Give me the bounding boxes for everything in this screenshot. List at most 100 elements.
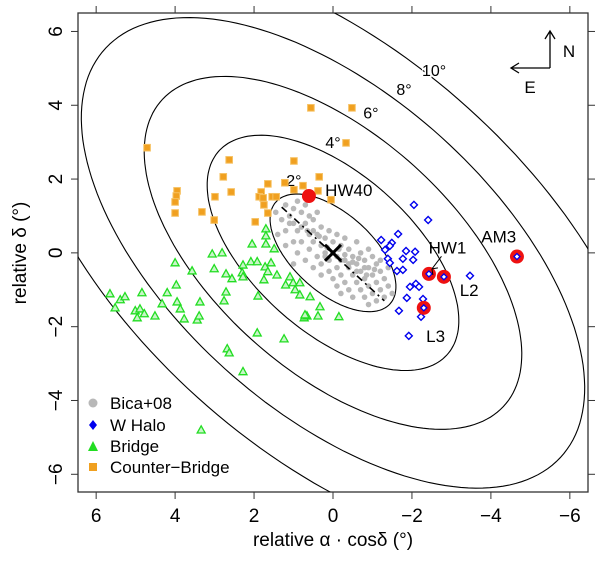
contour-6deg	[143, 75, 523, 430]
bica-08-point	[342, 251, 348, 258]
counter-bridge-point	[259, 194, 267, 202]
bridge-point	[171, 279, 182, 289]
counter-bridge-point	[342, 139, 350, 147]
bica-08-point	[322, 235, 328, 241]
bica-08-point	[298, 209, 305, 216]
w-halo-point	[401, 246, 411, 256]
bica-08-point	[353, 279, 360, 286]
bica-08-point	[294, 198, 301, 205]
bica-08-point	[361, 257, 368, 264]
bridge-point	[194, 310, 205, 320]
bica-08-point	[385, 283, 392, 289]
highlight-hw40-marker	[301, 189, 316, 204]
bridge-point	[156, 298, 168, 308]
w-halo-point	[398, 254, 408, 264]
bridge-point	[194, 296, 206, 306]
legend-marker-bridge	[88, 441, 98, 451]
w-halo-point	[393, 229, 403, 239]
bica-08-point	[389, 290, 396, 297]
north-arrow-icon	[544, 29, 556, 68]
bica-08-point	[342, 279, 348, 286]
bica-08-point	[290, 205, 297, 212]
bridge-point	[305, 291, 316, 301]
bridge-point	[132, 312, 143, 322]
bica-08-point	[349, 259, 356, 265]
bica-08-point	[282, 227, 289, 234]
bridge-point	[218, 295, 230, 305]
w-halo-point	[409, 200, 419, 210]
contour-10deg	[78, 13, 588, 492]
bica-08-point	[353, 268, 360, 275]
legend-label-bridge: Bridge	[110, 437, 159, 456]
bica-08-point	[342, 235, 348, 241]
y-axis-label: relative δ (°)	[10, 202, 31, 305]
x-axis-label: relative α · cosδ (°)	[253, 530, 413, 551]
counter-bridge-point	[260, 201, 268, 209]
bica-08-point	[306, 246, 313, 252]
w-halo-point	[405, 282, 415, 292]
bica-08-point	[306, 213, 313, 219]
bica-08-point	[377, 268, 384, 275]
bridge-point	[312, 310, 324, 320]
bridge-point	[237, 259, 249, 269]
counter-bridge-point	[307, 104, 315, 112]
bica-08-point	[282, 242, 289, 249]
x-tick-label: −4	[480, 506, 502, 527]
bridge-point	[134, 303, 146, 313]
bica-08-point	[373, 298, 380, 304]
counter-bridge-point	[348, 104, 356, 112]
bica-08-point	[334, 231, 340, 238]
contour-label-4deg: 4°	[325, 135, 340, 152]
compass-north-label: N	[563, 42, 575, 61]
legend-marker-bica	[88, 398, 98, 408]
bridge-point	[294, 289, 305, 299]
legend-label-whalo: W Halo	[110, 416, 166, 435]
bridge-point	[209, 263, 220, 273]
counter-bridge-point	[272, 192, 280, 201]
bridge-point	[252, 290, 264, 300]
counter-bridge-point	[251, 218, 260, 226]
bica-08-point	[345, 286, 352, 293]
bica-08-point	[314, 209, 321, 216]
bica-08-point	[310, 264, 317, 271]
counter-bridge-point	[281, 178, 289, 187]
highlight-l2-diamond	[440, 272, 448, 281]
w-halo-point	[408, 255, 418, 265]
bica-08-point	[377, 257, 384, 264]
highlight-label-am3: AM3	[481, 227, 516, 246]
w-halo-point	[380, 245, 390, 255]
counter-bridge-point	[171, 198, 179, 206]
bica-08-point	[314, 253, 321, 260]
w-halo-point	[402, 293, 412, 303]
bica-08-point	[365, 246, 372, 252]
bica-08-point	[369, 253, 376, 260]
bridge-point	[260, 230, 271, 240]
contour-group: 2° 4° 6° 8° 10°	[78, 13, 588, 492]
counter-bridge-point	[227, 188, 235, 196]
bica-08-point	[371, 266, 378, 273]
bridge-point	[196, 424, 207, 434]
bica-08-point	[345, 246, 352, 252]
bica-08-point	[286, 213, 293, 219]
x-tick-label: 6	[91, 506, 102, 527]
bica-08-point	[330, 275, 336, 282]
highlight-label-l2: L2	[460, 281, 479, 300]
bridge-point	[284, 271, 296, 281]
bridge-point	[280, 279, 291, 289]
y-tick-label: 0	[46, 248, 67, 259]
w-halo-point	[404, 331, 414, 341]
bica-08-point	[357, 286, 364, 293]
bica-08-point	[274, 231, 281, 238]
bica-08-point	[318, 261, 324, 267]
bridge-point	[186, 265, 198, 275]
legend: Bica+08 W Halo Bridge Counter−Bridge	[88, 394, 230, 477]
bridge-point	[171, 296, 183, 306]
bica-08-point	[278, 216, 285, 223]
counter-bridge-point	[143, 143, 151, 152]
bridge-point	[224, 347, 235, 357]
w-halo-point	[394, 306, 404, 316]
bica-08-point	[357, 250, 364, 256]
bridge-point	[119, 291, 131, 301]
bridge-point	[220, 286, 232, 296]
